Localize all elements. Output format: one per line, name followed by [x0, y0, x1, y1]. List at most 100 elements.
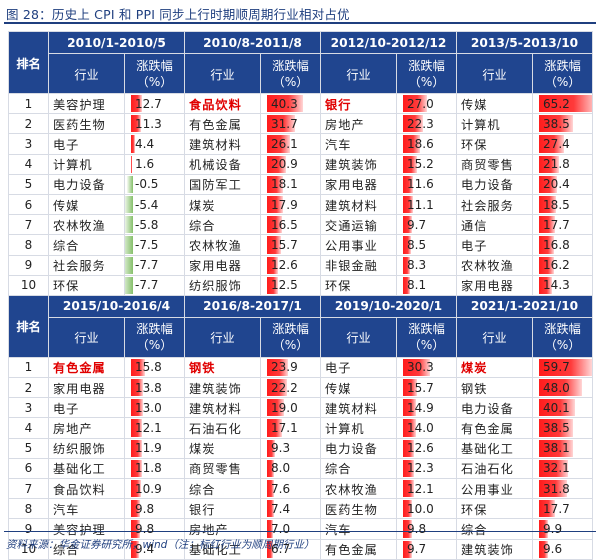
- industry-cell: 基础化工: [48, 457, 125, 480]
- rank-cell: 1: [8, 356, 49, 379]
- change-value: 12.6: [271, 258, 298, 273]
- table-row: 2 家用电器 13.8 建筑装饰 22.2 传媒 15.7 钢铁 48.0: [8, 377, 594, 399]
- change-cell: 15.8: [123, 356, 186, 379]
- change-value: -0.5: [135, 177, 159, 192]
- positive-bar: [539, 459, 568, 477]
- change-cell: 17.9: [260, 193, 322, 216]
- positive-bar: [403, 419, 416, 437]
- change-cell: -0.5: [123, 173, 186, 195]
- change-cell: 20.9: [260, 153, 322, 175]
- change-value: 9.8: [407, 521, 427, 536]
- change-value: 12.7: [135, 96, 162, 111]
- change-cell: 14.9: [396, 397, 458, 419]
- rank-cell: 8: [8, 498, 49, 520]
- positive-bar: [539, 358, 592, 377]
- change-value: 16.8: [543, 237, 570, 252]
- rank-cell: 3: [8, 133, 49, 155]
- positive-bar: [131, 540, 140, 558]
- change-cell: 48.0: [532, 377, 594, 399]
- table-row: 8 综合 -7.5 农林牧渔 15.7 公用事业 8.5 电子 16.8: [8, 234, 594, 256]
- positive-bar: [539, 95, 592, 113]
- industry-cell: 纺织服饰: [184, 274, 262, 296]
- industry-cell: 汽车: [320, 518, 398, 540]
- positive-bar: [267, 135, 291, 153]
- change-value: 7.4: [271, 501, 291, 516]
- change-value: 27.4: [543, 136, 570, 151]
- rank-cell: 5: [8, 173, 49, 195]
- industry-cell: 食品饮料: [184, 92, 262, 115]
- change-header-label: 涨跌幅: [136, 58, 173, 73]
- change-value: 40.3: [271, 96, 298, 111]
- change-value: 7.6: [271, 481, 291, 496]
- industry-cell: 家用电器: [184, 254, 262, 276]
- title-divider: [4, 22, 596, 24]
- change-cell: 22.3: [396, 113, 458, 135]
- change-cell: 9.8: [123, 498, 186, 520]
- positive-bar: [403, 459, 415, 477]
- change-cell: -7.7: [123, 274, 186, 296]
- change-value: 23.9: [271, 360, 298, 375]
- industry-cell: 纺织服饰: [48, 437, 125, 459]
- industry-cell: 公用事业: [320, 234, 398, 256]
- change-cell: 15.7: [260, 234, 322, 256]
- industry-cell: 传媒: [456, 92, 534, 115]
- industry-cell: 电子: [48, 397, 125, 419]
- table-row: 5 电力设备 -0.5 国防军工 18.1 家用电器 11.6 电力设备 20.4: [8, 173, 594, 195]
- change-value: 31.8: [543, 481, 570, 496]
- change-cell: 12.7: [123, 92, 186, 115]
- positive-bar: [131, 520, 140, 538]
- industry-cell: 传媒: [320, 377, 398, 399]
- column-header-row: 行业 涨跌幅 （%） 行业 涨跌幅 （%） 行业 涨跌幅 （%） 行业 涨跌幅 （%）: [9, 316, 594, 358]
- positive-bar: [539, 520, 548, 538]
- industry-header: 行业: [184, 316, 262, 358]
- positive-bar: [539, 256, 554, 274]
- industry-cell: 银行: [184, 498, 262, 520]
- change-cell: 19.0: [260, 397, 322, 419]
- positive-bar: [403, 379, 418, 397]
- positive-bar: [131, 480, 141, 498]
- change-value: 9.8: [135, 521, 155, 536]
- industry-header: 行业: [48, 316, 125, 358]
- change-value: 26.1: [271, 136, 298, 151]
- positive-bar: [403, 135, 420, 153]
- change-cell: 14.0: [396, 417, 458, 439]
- change-value: 48.0: [543, 380, 570, 395]
- industry-cell: 建筑材料: [320, 397, 398, 419]
- positive-bar: [403, 115, 423, 133]
- industry-cell: 电力设备: [456, 397, 534, 419]
- change-value: 30.3: [407, 360, 434, 375]
- footer-divider: [4, 531, 596, 532]
- industry-cell: 计算机: [48, 153, 125, 175]
- change-value: 13.8: [135, 380, 162, 395]
- change-cell: 8.3: [396, 254, 458, 276]
- industry-cell: 家用电器: [48, 377, 125, 399]
- positive-bar: [131, 399, 143, 417]
- change-header-unit: （%）: [544, 338, 581, 353]
- industry-cell: 农林牧渔: [184, 234, 262, 256]
- figure-title: 图 28：历史上 CPI 和 PPI 同步上行时期顺周期行业相对占优: [6, 7, 350, 22]
- industry-cell: 煤炭: [184, 437, 262, 459]
- change-cell: 18.5: [532, 193, 594, 216]
- change-value: 21.8: [543, 157, 570, 172]
- change-cell: 21.8: [532, 153, 594, 175]
- change-value: 11.9: [135, 441, 162, 456]
- change-cell: 15.2: [396, 153, 458, 175]
- industry-cell: 美容护理: [48, 92, 125, 115]
- change-cell: 16.8: [532, 234, 594, 256]
- positive-bar: [539, 419, 574, 437]
- change-cell: 12.6: [260, 254, 322, 276]
- change-cell: 17.7: [532, 498, 594, 520]
- industry-cell: 银行: [320, 92, 398, 115]
- industry-cell: 电力设备: [320, 437, 398, 459]
- change-cell: 7.6: [260, 477, 322, 500]
- industry-cell: 房地产: [48, 417, 125, 439]
- change-cell: -5.4: [123, 193, 186, 216]
- change-value: 8.3: [407, 258, 427, 273]
- table-row: 4 房地产 12.1 石油石化 17.1 计算机 14.0 有色金属 38.5: [8, 417, 594, 439]
- industry-cell: 综合: [48, 234, 125, 256]
- positive-bar: [131, 115, 142, 133]
- change-value: 4.4: [135, 136, 155, 151]
- positive-bar: [267, 195, 284, 214]
- change-value: 22.2: [271, 380, 298, 395]
- change-value: -5.4: [135, 197, 159, 212]
